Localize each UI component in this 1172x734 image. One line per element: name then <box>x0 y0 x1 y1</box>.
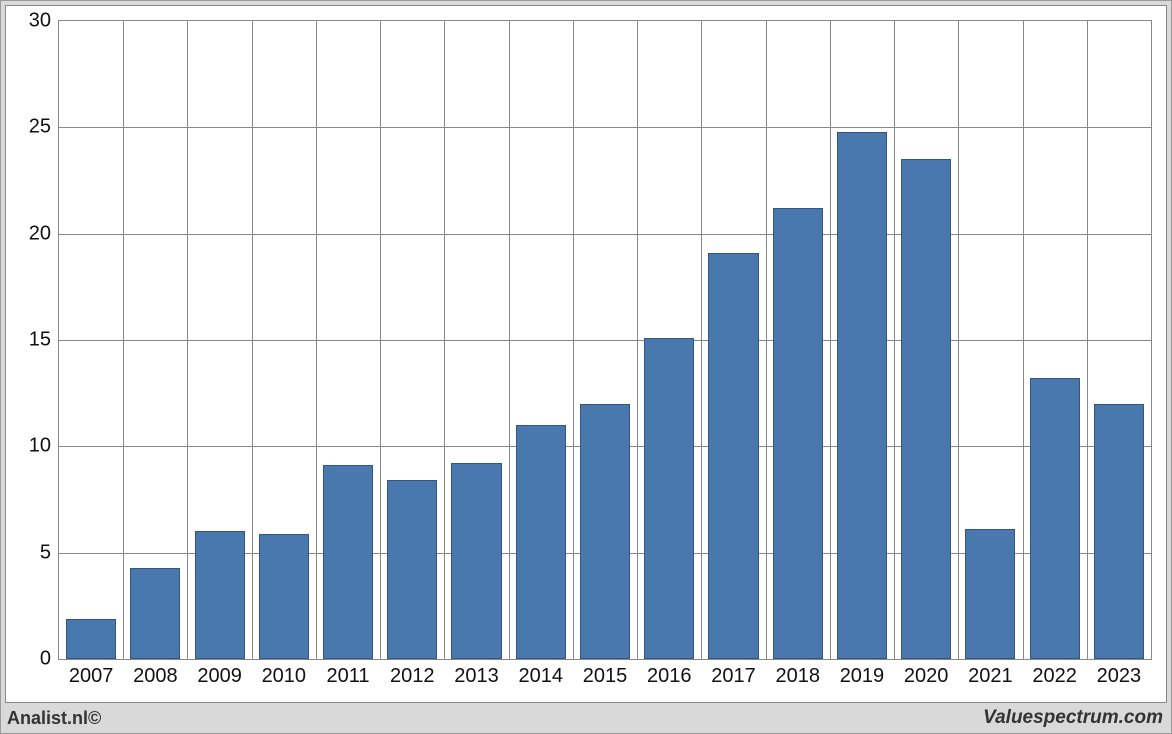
bar-2022 <box>1030 378 1080 659</box>
x-axis-tick-label: 2008 <box>133 665 178 688</box>
grid-line-vertical <box>444 21 445 659</box>
chart-panel: 0 5 10 15 20 25 30 2007 2008 2009 2010 2011 2012 2013… <box>5 5 1167 703</box>
bar-2019 <box>837 132 887 659</box>
x-axis-tick-label: 2023 <box>1097 665 1142 688</box>
bar-2021 <box>965 529 1015 659</box>
y-axis-tick-label: 20 <box>29 222 51 245</box>
bar-2007 <box>66 619 116 659</box>
x-axis-tick-label: 2011 <box>327 665 370 688</box>
footer-left-credit: Analist.nl© <box>7 708 101 729</box>
grid-line-vertical <box>509 21 510 659</box>
x-axis-tick-label: 2010 <box>262 665 307 688</box>
bar-2017 <box>708 253 758 659</box>
bar-2008 <box>130 568 180 659</box>
bar-2020 <box>901 159 951 659</box>
x-axis-tick-label: 2020 <box>904 665 949 688</box>
grid-line-vertical <box>573 21 574 659</box>
x-axis-tick-label: 2022 <box>1032 665 1077 688</box>
grid-line-vertical <box>123 21 124 659</box>
grid-line-vertical <box>766 21 767 659</box>
grid-line-vertical <box>894 21 895 659</box>
x-axis-tick-label: 2016 <box>647 665 692 688</box>
grid-line-vertical <box>252 21 253 659</box>
bar-2009 <box>195 531 245 659</box>
plot-area: 0510152025302007200820092010201120122013… <box>58 20 1152 660</box>
bar-2023 <box>1094 404 1144 659</box>
x-axis-tick-label: 2012 <box>390 665 435 688</box>
x-axis-tick-label: 2018 <box>775 665 820 688</box>
x-axis-tick-label: 2014 <box>519 665 564 688</box>
bar-2016 <box>644 338 694 659</box>
grid-line-vertical <box>1023 21 1024 659</box>
bar-2015 <box>580 404 630 659</box>
grid-line-vertical <box>1087 21 1088 659</box>
bar-2011 <box>323 465 373 659</box>
x-axis-tick-label: 2015 <box>583 665 628 688</box>
grid-line-vertical <box>316 21 317 659</box>
y-axis-tick-label: 0 <box>40 648 51 671</box>
grid-line-horizontal <box>59 127 1151 128</box>
x-axis-tick-label: 2007 <box>69 665 114 688</box>
grid-line-vertical <box>637 21 638 659</box>
y-axis-tick-label: 30 <box>29 10 51 33</box>
y-axis-tick-label: 25 <box>29 116 51 139</box>
x-axis-tick-label: 2019 <box>840 665 885 688</box>
x-axis-tick-label: 2013 <box>454 665 499 688</box>
chart-outer-frame: 0 5 10 15 20 25 30 2007 2008 2009 2010 2011 2012 2013… <box>0 0 1172 734</box>
grid-line-horizontal <box>59 234 1151 235</box>
grid-line-vertical <box>701 21 702 659</box>
bar-2013 <box>451 463 501 659</box>
bar-2018 <box>773 208 823 659</box>
grid-line-vertical <box>187 21 188 659</box>
bar-2014 <box>516 425 566 659</box>
grid-line-horizontal <box>59 340 1151 341</box>
x-axis-tick-label: 2009 <box>197 665 242 688</box>
grid-line-vertical <box>380 21 381 659</box>
x-axis-tick-label: 2017 <box>711 665 756 688</box>
bar-2012 <box>387 480 437 659</box>
grid-line-vertical <box>958 21 959 659</box>
grid-line-vertical <box>830 21 831 659</box>
footer-right-credit: Valuespectrum.com <box>983 707 1163 729</box>
x-axis-tick-label: 2021 <box>968 665 1013 688</box>
y-axis-tick-label: 10 <box>29 435 51 458</box>
bar-2010 <box>259 534 309 659</box>
y-axis-tick-label: 15 <box>29 329 51 352</box>
y-axis-tick-label: 5 <box>40 541 51 564</box>
